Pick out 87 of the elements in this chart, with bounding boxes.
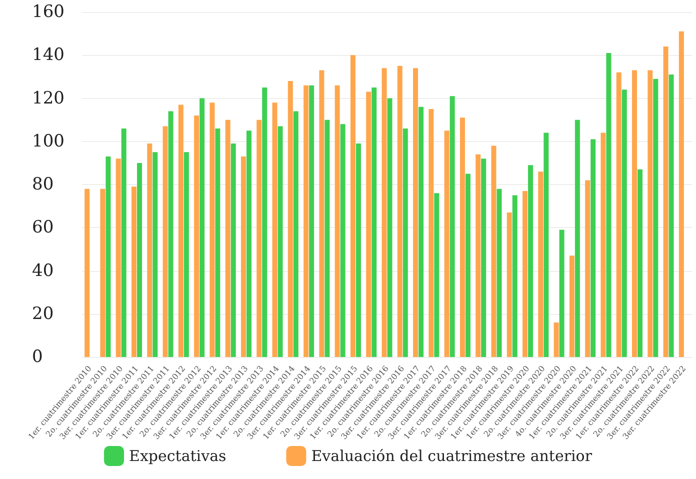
bar bbox=[200, 98, 205, 357]
bar bbox=[397, 66, 402, 357]
bar bbox=[663, 46, 668, 357]
bar bbox=[178, 104, 184, 357]
bar bbox=[574, 120, 580, 357]
bar bbox=[319, 70, 324, 357]
bar bbox=[168, 111, 174, 357]
y-tick-label: 0 bbox=[32, 347, 43, 367]
bar bbox=[512, 195, 518, 357]
bar bbox=[324, 120, 330, 357]
bar bbox=[152, 152, 158, 357]
bar bbox=[272, 102, 278, 357]
bar bbox=[356, 144, 361, 357]
bar bbox=[340, 124, 346, 357]
bar bbox=[194, 116, 200, 357]
bar bbox=[215, 128, 220, 357]
bar bbox=[210, 102, 215, 357]
bar bbox=[147, 144, 152, 357]
bar bbox=[638, 169, 643, 357]
bar bbox=[622, 90, 627, 357]
legend-label: Evaluación del cuatrimestre anterior bbox=[311, 447, 593, 465]
bar bbox=[240, 156, 246, 357]
bar bbox=[418, 106, 424, 357]
bar bbox=[304, 85, 309, 357]
bar bbox=[136, 162, 142, 357]
bar bbox=[554, 322, 559, 357]
bar bbox=[116, 158, 121, 357]
bar bbox=[616, 72, 622, 357]
bar bbox=[131, 186, 136, 357]
bar bbox=[309, 85, 314, 357]
y-tick-label: 140 bbox=[32, 45, 64, 66]
y-tick-label: 120 bbox=[32, 88, 64, 108]
bar bbox=[538, 172, 544, 357]
y-tick-label: 40 bbox=[32, 260, 54, 281]
bar bbox=[225, 120, 230, 357]
bar bbox=[288, 81, 293, 357]
bar bbox=[350, 55, 356, 357]
bar bbox=[184, 152, 189, 357]
bar bbox=[402, 128, 408, 357]
bar bbox=[506, 212, 512, 357]
bar bbox=[678, 31, 684, 357]
bar bbox=[460, 118, 465, 357]
bar bbox=[366, 92, 372, 357]
bar bbox=[590, 139, 596, 357]
bar bbox=[293, 111, 298, 357]
bar bbox=[653, 78, 658, 357]
bar bbox=[632, 70, 638, 357]
bar bbox=[668, 74, 674, 357]
bar bbox=[246, 130, 252, 357]
bar bbox=[559, 230, 564, 357]
y-tick-label: 100 bbox=[32, 131, 64, 152]
bar bbox=[106, 156, 111, 357]
bar bbox=[450, 96, 455, 357]
bar bbox=[121, 128, 126, 357]
bar bbox=[428, 109, 434, 357]
bar bbox=[465, 174, 470, 357]
bar bbox=[262, 87, 268, 357]
bar bbox=[522, 190, 528, 357]
bar bbox=[84, 188, 90, 357]
bar bbox=[481, 158, 486, 357]
bar bbox=[606, 52, 612, 357]
bar bbox=[496, 188, 502, 357]
y-tick-label: 60 bbox=[32, 218, 54, 238]
bar bbox=[528, 165, 534, 357]
bar bbox=[491, 146, 496, 357]
bar bbox=[278, 126, 283, 357]
bar bbox=[476, 154, 481, 357]
bar bbox=[600, 132, 606, 357]
bar bbox=[544, 132, 549, 357]
bar bbox=[413, 68, 418, 357]
bar bbox=[372, 87, 377, 357]
bar bbox=[382, 68, 387, 357]
bar bbox=[256, 120, 262, 357]
bar bbox=[100, 188, 106, 357]
bar bbox=[334, 85, 340, 357]
bar bbox=[230, 144, 236, 357]
bar bbox=[434, 193, 440, 357]
y-tick-label: 80 bbox=[32, 174, 54, 194]
bar bbox=[648, 70, 653, 357]
y-tick-label: 20 bbox=[32, 304, 54, 324]
bar bbox=[162, 126, 168, 357]
bar bbox=[387, 98, 392, 357]
bar bbox=[444, 130, 450, 357]
legend-label: Expectativas bbox=[129, 447, 226, 465]
bar bbox=[569, 256, 574, 357]
y-tick-label: 160 bbox=[32, 2, 64, 22]
bar bbox=[585, 180, 590, 357]
